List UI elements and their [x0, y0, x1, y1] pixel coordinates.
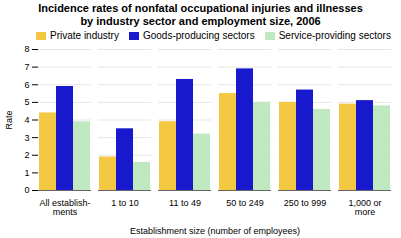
svg-text:3: 3: [24, 133, 29, 143]
svg-text:4: 4: [24, 115, 29, 125]
svg-text:1,000 ormore: 1,000 ormore: [348, 198, 381, 217]
svg-text:1 to 10: 1 to 10: [111, 198, 139, 208]
html-text:Incidence rates of nonfatal oc: Incidence rates of nonfatal occupational…: [38, 2, 363, 27]
svg-text:11 to 49: 11 to 49: [169, 198, 201, 208]
html-text:Private industry: Private industry: [50, 30, 119, 42]
svg-text:6: 6: [24, 80, 29, 90]
svg-text:1: 1: [24, 168, 29, 178]
svg-text:Rate: Rate: [4, 111, 14, 130]
svg-text:5: 5: [24, 98, 29, 108]
svg-text:Establishment size (number of: Establishment size (number of employees): [130, 226, 300, 236]
svg-text:2: 2: [24, 150, 29, 160]
svg-text:All establish-ments: All establish-ments: [39, 198, 90, 217]
html-text:Goods-producing sectors: Goods-producing sectors: [142, 30, 255, 42]
svg-text:7: 7: [24, 62, 29, 72]
svg-text:50 to 249: 50 to 249: [226, 198, 264, 208]
html-text:Service-providing sectors: Service-providing sectors: [278, 30, 391, 42]
svg-text:250 to 999: 250 to 999: [284, 198, 327, 208]
svg-text:8: 8: [24, 45, 29, 55]
svg-text:0: 0: [24, 186, 29, 196]
